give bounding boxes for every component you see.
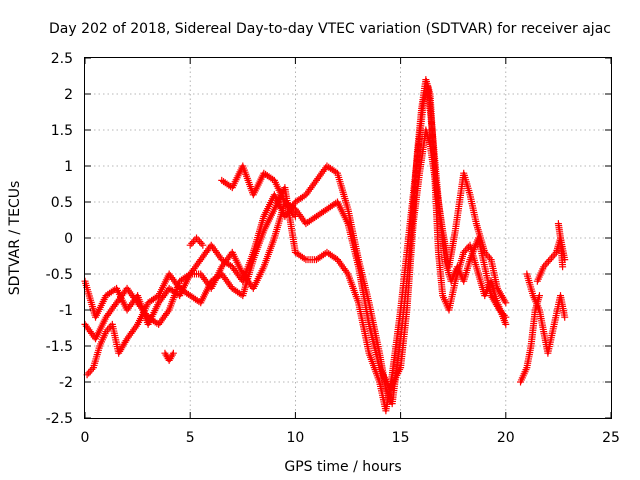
data-point — [559, 263, 567, 271]
y-tick-label: -2.5 — [46, 411, 73, 427]
y-tick-label: 0.5 — [51, 195, 73, 211]
chart-title: Day 202 of 2018, Sidereal Day-to-day VTE… — [49, 21, 611, 37]
data-marks — [81, 76, 569, 415]
data-point — [196, 238, 204, 246]
y-tick-label: -0.5 — [46, 267, 73, 283]
data-point — [86, 367, 94, 375]
x-tick-label: 10 — [286, 430, 304, 446]
data-point — [194, 236, 202, 244]
y-axis-label: SDTVAR / TECUs — [7, 181, 23, 296]
x-tick-label: 0 — [81, 430, 90, 446]
data-point — [197, 239, 205, 247]
data-point — [199, 241, 207, 249]
y-tick-label: 2 — [64, 87, 73, 103]
y-tick-label: 1.5 — [51, 123, 73, 139]
data-point — [188, 239, 196, 247]
y-tick-label: 1 — [64, 159, 73, 175]
x-tick-label: 25 — [602, 430, 620, 446]
axis-ticks — [84, 57, 612, 419]
plot-frame — [84, 57, 612, 419]
x-tick-label: 15 — [392, 430, 410, 446]
data-point — [535, 292, 543, 300]
data-point — [193, 234, 201, 242]
data-point — [546, 256, 554, 264]
y-tick-label: -2 — [59, 375, 73, 391]
data-point — [186, 241, 194, 249]
y-tick-label: -1 — [59, 303, 73, 319]
data-point — [85, 369, 93, 377]
data-point — [544, 257, 552, 265]
data-point — [561, 313, 569, 321]
data-point — [543, 259, 551, 267]
data-point — [549, 252, 557, 260]
x-axis-label: GPS time / hours — [284, 459, 401, 475]
y-tick-label: -1.5 — [46, 339, 73, 355]
data-point — [548, 254, 556, 262]
y-tick-label: 2.5 — [51, 51, 73, 67]
y-tick-label: 0 — [64, 231, 73, 247]
grid — [85, 58, 611, 418]
x-tick-label: 5 — [186, 430, 195, 446]
tick-labels: 0 5 10 15 20 25 -2.5 -2 -1.5 -1 -0.5 0 0.5 1 1.5 2 2.5 — [46, 51, 620, 446]
data-point — [291, 212, 299, 220]
data-point — [502, 313, 510, 321]
data-point — [189, 238, 197, 246]
x-tick-label: 20 — [497, 430, 515, 446]
data-point — [502, 320, 510, 328]
data-point — [169, 349, 177, 357]
data-point — [502, 299, 510, 307]
